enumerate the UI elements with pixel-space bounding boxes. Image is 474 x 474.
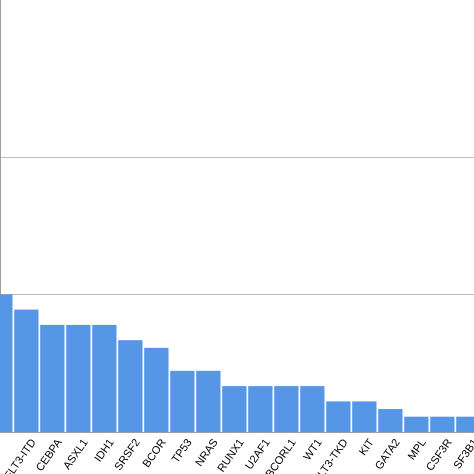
bar-nras bbox=[196, 370, 221, 432]
x-tick-label-wt1: WT1 bbox=[302, 437, 325, 463]
bar-flt3-tkd bbox=[326, 401, 351, 432]
x-tick-label-runx1: RUNX1 bbox=[215, 437, 246, 474]
x-tick-label-bcor: BCOR bbox=[141, 437, 169, 470]
x-tick-label-gata2: GATA2 bbox=[373, 437, 403, 472]
bar-bcor bbox=[144, 347, 169, 432]
x-tick-label-flt3-itd: FLT3-ITD bbox=[2, 437, 38, 474]
x-tick-label-cebpa: CEBPA bbox=[34, 436, 65, 473]
bar-csf3r bbox=[430, 416, 455, 432]
bar-srsf2 bbox=[118, 340, 143, 432]
bar-wt1 bbox=[300, 386, 325, 432]
bar-asxl1 bbox=[66, 324, 91, 432]
bar-idh1 bbox=[92, 324, 117, 432]
x-tick-label-csf3r: CSF3R bbox=[424, 437, 455, 473]
x-tick-label-nras: NRAS bbox=[193, 437, 220, 469]
x-tick-label-srsf2: SRSF2 bbox=[113, 437, 143, 473]
bar-cebpa bbox=[40, 324, 65, 432]
bar-bcorl1 bbox=[274, 386, 299, 432]
bar-u2af1 bbox=[248, 386, 273, 432]
bar-runx1 bbox=[222, 386, 247, 432]
x-tick-label-tp53: TP53 bbox=[170, 437, 195, 465]
bars bbox=[0, 294, 474, 432]
x-tick-label-asxl1: ASXL1 bbox=[61, 437, 90, 472]
bar-tp53 bbox=[170, 370, 195, 432]
bar-kit bbox=[352, 401, 377, 432]
x-tick-label-kit: KIT bbox=[357, 437, 377, 458]
x-tick-label-idh1: IDH1 bbox=[93, 437, 117, 464]
bar-sf3b1 bbox=[456, 416, 474, 432]
bar-flt3-itd bbox=[14, 309, 39, 432]
bar-mpl bbox=[404, 416, 429, 432]
bar-partial bbox=[0, 294, 13, 432]
x-tick-label-mpl: MPL bbox=[406, 437, 429, 462]
x-tick-label-sf3b1: SF3B1 bbox=[452, 437, 474, 471]
bar-gata2 bbox=[378, 409, 403, 432]
